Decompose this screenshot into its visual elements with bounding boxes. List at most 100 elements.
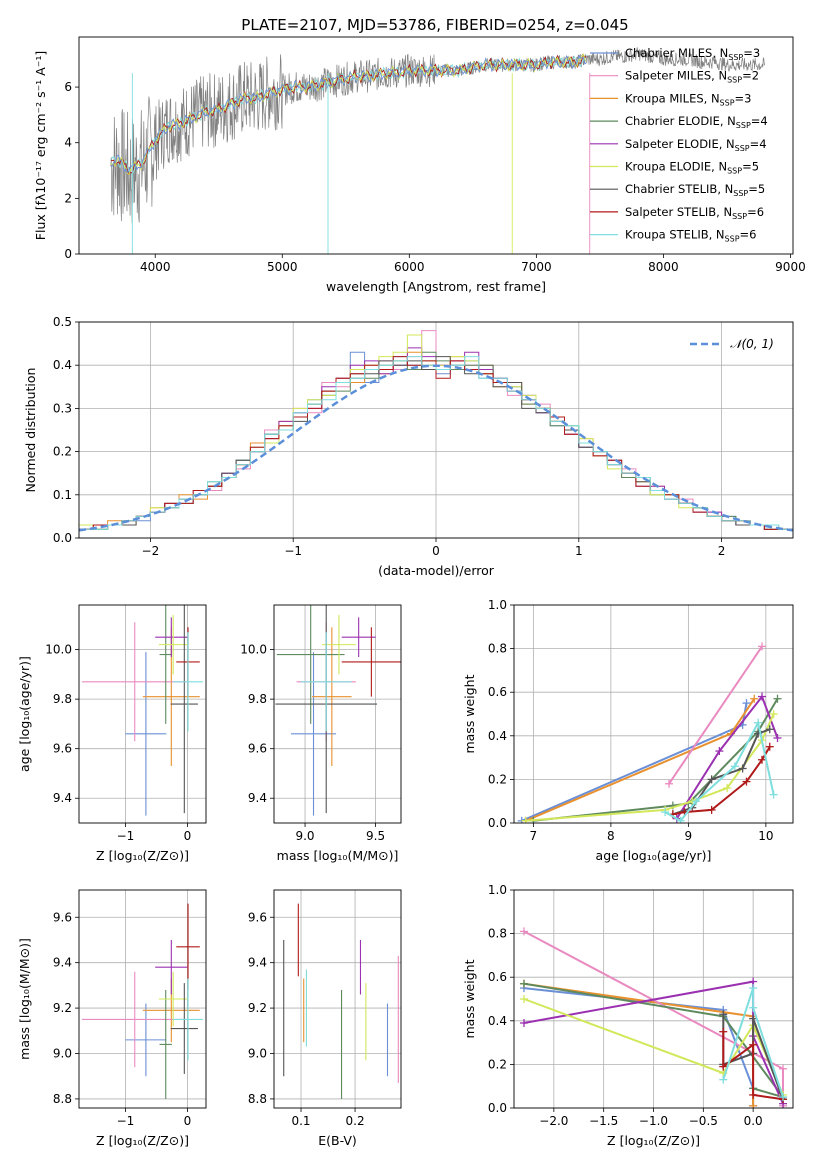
legend-entry: Kroupa MILES, NSSP=3 [625,91,751,107]
mass_vs_Z-plot-area [82,903,203,1099]
age_vs_Z-plot-area [82,605,203,816]
mass-weight-marker [715,747,724,756]
mass_weight_vs_age-frame [513,604,794,824]
y-tick-label: 9.6 [248,742,267,756]
y-tick-label: 9.6 [53,910,72,924]
mass_vs_Z-frame [78,889,207,1109]
mass_weight_vs_Z-ylabel: mass weight [462,959,477,1038]
errorbar-point [173,978,203,1061]
mass-weight-marker [719,1010,728,1019]
errorbar-point [300,632,352,732]
hist-plot-area [79,330,793,532]
x-tick-label: 2 [718,544,726,558]
mass_weight_vs_age-plot-area [517,642,782,823]
mass-weight-marker [692,797,701,806]
x-tick-label: 0 [184,1114,192,1128]
mass-weight-marker [723,784,732,793]
mass-weight-marker [519,927,528,936]
y-tick-label: 0.4 [53,358,72,372]
legend-entry: Salpeter MILES, NSSP=2 [625,69,759,85]
legend-entry: Salpeter ELODIE, NSSP=4 [625,137,767,153]
x-tick-label: 0 [184,829,192,843]
mass-weight-marker [758,755,766,764]
mass-weight-marker [769,790,778,799]
y-tick-label: 0.0 [488,1101,507,1115]
x-tick-label: 9000 [775,260,806,274]
y-tick-label: 0.6 [488,685,507,699]
errorbar-point [125,1003,167,1077]
x-tick-label: −1.5 [589,1114,618,1128]
y-tick-label: 6 [64,80,72,94]
errorbar-point [170,983,198,1074]
mass-weight-marker [779,1064,788,1073]
x-tick-label: −2.0 [539,1114,568,1128]
residual_hist-ylabel: Normed distribution [23,368,38,493]
mass-weight-marker [769,710,778,718]
legend-entry: 𝒩(0, 1) [730,337,774,351]
spectrum-plot-area [110,47,766,254]
errorbar-point [170,605,198,814]
y-tick-label: 9.4 [53,791,72,805]
y-tick-label: 9.2 [53,1001,72,1015]
errorbar-point [159,989,172,1099]
spectrum-frame [78,36,794,255]
errorbar-point [173,632,203,732]
y-tick-label: 0.0 [53,531,72,545]
legend-entry: Chabrier STELIB, NSSP=5 [625,182,765,198]
x-tick-label: 0.0 [744,1114,763,1128]
age_vs_mass-frame [273,604,402,824]
x-tick-label: 7000 [521,260,552,274]
x-tick-label: 8 [607,829,615,843]
y-tick-label: 0 [64,247,72,261]
x-tick-label: −1 [284,544,302,558]
y-tick-label: 0.8 [488,927,507,941]
errorbar-point [159,605,172,724]
y-tick-label: 0.2 [488,1057,507,1071]
y-tick-label: 2 [64,191,72,205]
y-tick-label: 0.1 [53,488,72,502]
y-tick-label: 9.8 [53,692,72,706]
mass-weight-marker [773,733,782,742]
x-tick-label: 9.5 [366,829,385,843]
errorbar-point [155,617,188,658]
mass-weight-marker [519,995,528,1003]
mass-weight-marker [750,694,759,703]
y-tick-label: 9.0 [248,1047,267,1061]
mass-weight-marker [719,1062,728,1071]
y-tick-label: 9.6 [248,910,267,924]
residual_hist-xlabel: (data-model)/error [378,563,495,578]
x-tick-label: 6000 [394,260,425,274]
y-tick-label: 0.5 [53,315,72,329]
mass-weight-marker [521,816,530,823]
hist-step-line [79,356,793,530]
x-tick-label: 8000 [648,260,679,274]
y-tick-label: 10.0 [45,643,72,657]
mass_vs_Z-xlabel: Z [log₁₀(Z/Z⊙)] [96,1133,189,1148]
mass-weight-marker [749,1003,758,1012]
spectrum-model-line [110,54,587,174]
y-tick-label: 0.4 [488,729,507,743]
mass-weight-line [722,987,784,1098]
mass-weight-marker [742,699,751,708]
mass-weight-marker [661,808,670,817]
errorbar-point [341,627,401,697]
y-tick-label: 0.2 [53,445,72,459]
mass-weight-marker [749,1101,758,1108]
y-tick-label: 1.0 [488,883,507,897]
errorbar-point [276,605,345,724]
errorbar-point [290,652,337,816]
mass-weight-marker [719,1027,728,1036]
y-tick-label: 9.0 [53,1047,72,1061]
age_vs_mass-xlabel: mass [log₁₀(M/M⊙)] [277,848,399,863]
mass-weight-marker [773,694,782,703]
x-tick-label: 5000 [267,260,298,274]
y-tick-label: 10.0 [240,643,267,657]
mass-weight-marker [749,1040,758,1049]
errorbar-point [341,617,376,658]
mass-weight-marker [754,718,763,727]
age_vs_mass-plot-area [275,605,401,816]
mass-weight-marker [676,816,685,823]
mass-weight-marker [519,979,528,988]
errorbar-point [321,614,356,675]
mass-weight-marker [749,984,758,993]
